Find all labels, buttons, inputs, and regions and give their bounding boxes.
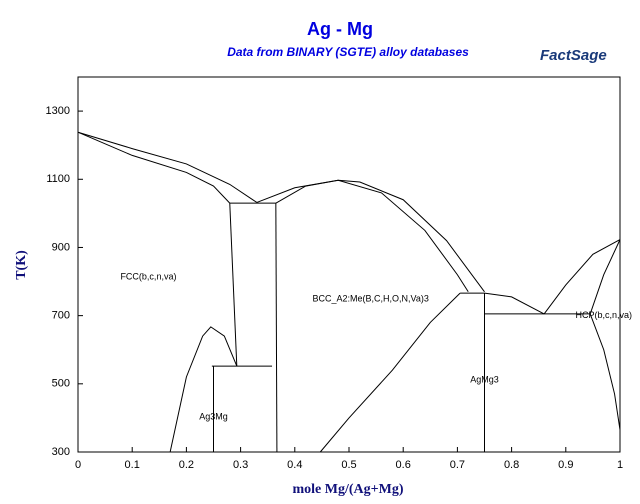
phase-boundary <box>229 203 238 367</box>
x-tick-label: 0.5 <box>341 459 356 471</box>
phase-boundary <box>543 239 621 315</box>
x-tick-label: 0.8 <box>504 459 519 471</box>
phase-boundary <box>77 131 258 203</box>
phase-label: Ag3Mg <box>199 411 228 421</box>
y-tick-label: 1300 <box>46 105 70 117</box>
x-tick-label: 0.3 <box>233 459 248 471</box>
logo: FactSage <box>540 47 607 64</box>
plot-frame <box>77 76 621 453</box>
phase-label: AgMg3 <box>470 374 499 384</box>
phase-boundary <box>169 326 238 453</box>
y-axis-label: T(K) <box>14 250 29 280</box>
phase-label: HCP(b,c,n,va) <box>575 310 632 320</box>
x-tick-label: 0.1 <box>125 459 140 471</box>
phase-boundary <box>256 179 485 293</box>
phase-boundary <box>589 239 621 315</box>
x-tick-label: 0.2 <box>179 459 194 471</box>
phase-boundary <box>589 313 621 430</box>
phase-boundary <box>275 203 278 453</box>
x-tick-label: 1 <box>617 459 623 471</box>
x-tick-label: 0.6 <box>396 459 411 471</box>
phase-label: BCC_A2:Me(B,C,H,O,N,Va)3 <box>312 293 428 303</box>
y-tick-label: 700 <box>52 310 70 322</box>
x-tick-label: 0 <box>75 459 81 471</box>
x-tick-label: 0.4 <box>287 459 302 471</box>
x-tick-label: 0.7 <box>450 459 465 471</box>
chart-title: Ag - Mg <box>307 19 373 39</box>
phase-boundary <box>319 292 461 453</box>
phase-label: FCC(b,c,n,va) <box>120 271 176 281</box>
phase-boundary <box>484 292 545 315</box>
y-tick-label: 1100 <box>46 173 70 185</box>
y-tick-label: 300 <box>52 446 70 458</box>
phase-boundary <box>275 179 469 293</box>
x-axis-label: mole Mg/(Ag+Mg) <box>293 482 404 497</box>
y-tick-label: 500 <box>52 378 70 390</box>
chart-subtitle: Data from BINARY (SGTE) alloy databases <box>227 45 469 59</box>
x-tick-label: 0.9 <box>558 459 573 471</box>
y-tick-label: 900 <box>52 241 70 253</box>
phase-boundary <box>77 131 231 204</box>
